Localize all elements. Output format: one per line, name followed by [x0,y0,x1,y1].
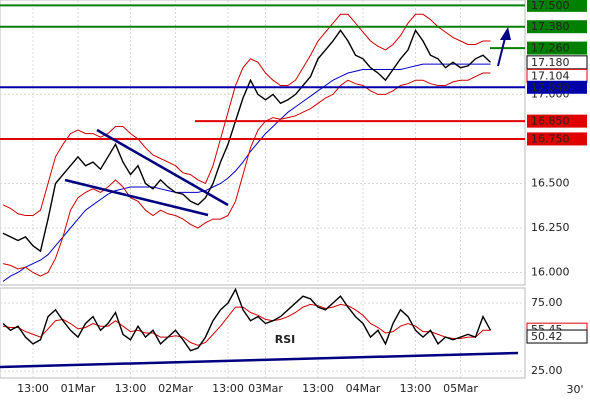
level-label: 50.42 [531,330,563,343]
x-tick-label: 03Mar [248,382,283,395]
level-label-box [526,55,588,70]
level-label: 17.040 [531,81,570,94]
level-label: 17.180 [531,56,570,69]
y-tick-label: 16.250 [531,221,570,234]
x-tick-label: 13:00 [302,382,334,395]
rsi-trend-line [0,351,519,369]
x-tick-label: 13:00 [17,382,49,395]
x-tick-label: 13:00 [212,382,244,395]
level-label-box [527,20,587,34]
level-label-box [527,0,587,12]
level-label-box [527,114,587,128]
level-label-box [526,329,588,344]
trend-line [64,178,209,217]
rsi-label: RSI [275,333,296,346]
y-tick-label: 16.500 [531,176,570,189]
y-tick-label: 75.00 [531,296,563,309]
arrow-head [500,27,511,40]
x-tick-label: 13:00 [115,382,147,395]
level-label: 16.750 [531,132,570,145]
x-tick-label: 04Mar [346,382,381,395]
level-label: 17.104 [531,69,570,82]
level-label-box [527,132,587,146]
x-tick-label: 13:00 [400,382,432,395]
series-line [2,28,491,253]
y-tick-label: 16.000 [531,266,570,279]
rsi-frame [0,287,526,379]
series-line [2,72,491,277]
level-label: 17.260 [531,42,570,55]
price-frame [0,0,526,286]
forecast-arrow [497,37,506,67]
level-label-box [527,41,587,55]
series-line [2,287,492,352]
trend-line [96,128,229,207]
y-tick-label: 25.00 [531,364,563,377]
series-line [2,13,491,216]
level-label: 16.850 [531,115,570,128]
x-tick-label: 05Mar [443,382,478,395]
interval-label: 30' [566,383,583,396]
level-label: 17.380 [531,20,570,33]
x-tick-label: 02Mar [158,382,193,395]
plot [0,0,525,378]
level-label: 17.500 [531,0,570,12]
level-label-box [527,80,587,94]
x-tick-label: 01Mar [61,382,96,395]
series-line [2,63,491,282]
series-line [2,303,491,346]
